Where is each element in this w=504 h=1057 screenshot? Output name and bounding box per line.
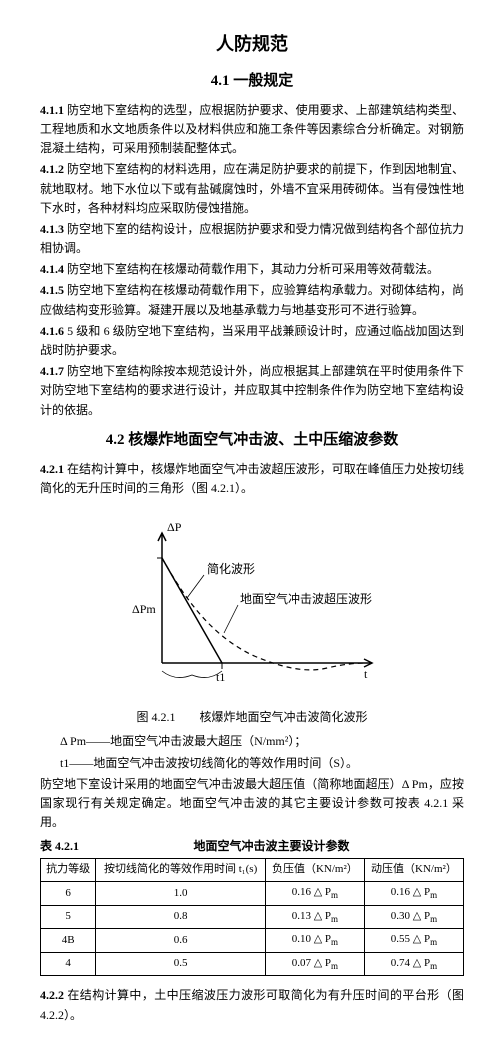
- note-pm: Δ Pm——地面空气冲击波最大超压（N/mm²）；: [40, 732, 464, 751]
- table-cell: 4B: [41, 929, 96, 953]
- table-title: 地面空气冲击波主要设计参数: [40, 837, 464, 856]
- clause-text: 在结构计算中，土中压缩波压力波形可取简化为有升压时间的平台形（图 4.2.2）。: [40, 988, 464, 1021]
- clause-num: 4.1.1: [40, 103, 64, 117]
- table-cell: 1.0: [96, 882, 266, 906]
- clause: 4.1.4 防空地下室结构在核爆动荷载作用下，其动力分析可采用等效荷载法。: [40, 260, 464, 279]
- table-cell: 0.55 △ Pm: [364, 929, 463, 953]
- table-row: 40.50.07 △ Pm0.74 △ Pm: [41, 952, 464, 976]
- th-1: 按切线简化的等效作用时间 t₁(s): [96, 859, 266, 882]
- clause-text: 防空地下室结构在核爆动荷载作用下，应验算结构承载力。对砌体结构，尚应做结构变形验…: [40, 283, 464, 316]
- document-title: 人防规范: [40, 30, 464, 59]
- clause-text: 5 级和 6 级防空地下室结构，当采用平战兼顾设计时，应通过临战加固达到战时防护…: [40, 324, 464, 357]
- table-cell: 5: [41, 905, 96, 929]
- clause-num: 4.2.1: [40, 462, 64, 476]
- fig-label-1: 简化波形: [207, 562, 255, 576]
- table-cell: 0.16 △ Pm: [265, 882, 364, 906]
- th-3: 动压值（KN/m²）: [364, 859, 463, 882]
- table-cell: 0.8: [96, 905, 266, 929]
- xaxis-t: t: [364, 667, 368, 681]
- table-cell: 0.30 △ Pm: [364, 905, 463, 929]
- table-cell: 0.07 △ Pm: [265, 952, 364, 976]
- table-number: 表 4.2.1: [40, 837, 79, 856]
- clause-422: 4.2.2 在结构计算中，土中压缩波压力波形可取简化为有升压时间的平台形（图 4…: [40, 986, 464, 1024]
- clause: 4.1.5 防空地下室结构在核爆动荷载作用下，应验算结构承载力。对砌体结构，尚应…: [40, 281, 464, 319]
- clause-num: 4.2.2: [40, 988, 64, 1002]
- clause-421: 4.2.1 在结构计算中，核爆炸地面空气冲击波超压波形，可取在峰值压力处按切线简…: [40, 460, 464, 498]
- clause: 4.1.2 防空地下室结构的材料选用，应在满足防护要求的前提下，作到因地制宜、就…: [40, 160, 464, 218]
- table-caption: 表 4.2.1 地面空气冲击波主要设计参数: [40, 837, 464, 856]
- clause-num: 4.1.7: [40, 364, 64, 378]
- table-cell: 0.6: [96, 929, 266, 953]
- clause-num: 4.1.2: [40, 162, 64, 176]
- table-421: 抗力等级 按切线简化的等效作用时间 t₁(s) 负压值（KN/m²） 动压值（K…: [40, 858, 464, 976]
- note-t1: t1——地面空气冲击波按切线简化的等效作用时间（S）。: [40, 754, 464, 773]
- clause: 4.1.3 防空地下室的结构设计，应根据防护要求和受力情况做到结构各个部位抗力相…: [40, 220, 464, 258]
- fig-label-2: 地面空气冲击波超压波形: [240, 591, 372, 606]
- section-42-heading: 4.2 核爆炸地面空气冲击波、土中压缩波参数: [40, 428, 464, 452]
- table-cell: 6: [41, 882, 96, 906]
- yaxis-label-top: ΔP: [167, 520, 182, 534]
- clause-num: 4.1.3: [40, 222, 64, 236]
- clause-text: 防空地下室结构的材料选用，应在满足防护要求的前提下，作到因地制宜、就地取材。地下…: [40, 162, 464, 214]
- table-cell: 0.16 △ Pm: [364, 882, 463, 906]
- clause-num: 4.1.4: [40, 262, 64, 276]
- table-cell: 0.13 △ Pm: [265, 905, 364, 929]
- clause-num: 4.1.6: [40, 324, 64, 338]
- table-cell: 0.74 △ Pm: [364, 952, 463, 976]
- table-row: 50.80.13 △ Pm0.30 △ Pm: [41, 905, 464, 929]
- table-cell: 4: [41, 952, 96, 976]
- clause: 4.1.6 5 级和 6 级防空地下室结构，当采用平战兼顾设计时，应通过临战加固…: [40, 322, 464, 360]
- section-41-body: 4.1.1 防空地下室结构的选型，应根据防护要求、使用要求、上部建筑结构类型、工…: [40, 101, 464, 420]
- clause-text: 防空地下室结构除按本规范设计外，尚应根据其上部建筑在平时使用条件下对防空地下室结…: [40, 364, 464, 416]
- table-cell: 0.5: [96, 952, 266, 976]
- clause-text: 防空地下室的结构设计，应根据防护要求和受力情况做到结构各个部位抗力相协调。: [40, 222, 464, 255]
- clause-text: 在结构计算中，核爆炸地面空气冲击波超压波形，可取在峰值压力处按切线简化的无升压时…: [40, 462, 464, 495]
- yaxis-label-mid: ΔPm: [132, 602, 156, 616]
- th-0: 抗力等级: [41, 859, 96, 882]
- table-row: 4B0.60.10 △ Pm0.55 △ Pm: [41, 929, 464, 953]
- clause-text: 防空地下室结构的选型，应根据防护要求、使用要求、上部建筑结构类型、工程地质和水文…: [40, 103, 464, 155]
- figure-caption: 图 4.2.1 核爆炸地面空气冲击波简化波形: [40, 708, 464, 727]
- th-2: 负压值（KN/m²）: [265, 859, 364, 882]
- clause-num: 4.1.5: [40, 283, 64, 297]
- table-cell: 0.10 △ Pm: [265, 929, 364, 953]
- figure-421: ΔP ΔPm t1 t 简化波形 地面空气冲击波超压波形: [40, 513, 464, 693]
- clause: 4.1.1 防空地下室结构的选型，应根据防护要求、使用要求、上部建筑结构类型、工…: [40, 101, 464, 159]
- clause-text: 防空地下室结构在核爆动荷载作用下，其动力分析可采用等效荷载法。: [64, 262, 439, 276]
- note-para: 防空地下室设计采用的地面空气冲击波最大超压值（简称地面超压）Δ Pm，应按国家现…: [40, 775, 464, 833]
- section-41-heading: 4.1 一般规定: [40, 69, 464, 93]
- table-row: 61.00.16 △ Pm0.16 △ Pm: [41, 882, 464, 906]
- figure-svg: ΔP ΔPm t1 t 简化波形 地面空气冲击波超压波形: [112, 513, 392, 693]
- clause: 4.1.7 防空地下室结构除按本规范设计外，尚应根据其上部建筑在平时使用条件下对…: [40, 362, 464, 420]
- table-header-row: 抗力等级 按切线简化的等效作用时间 t₁(s) 负压值（KN/m²） 动压值（K…: [41, 859, 464, 882]
